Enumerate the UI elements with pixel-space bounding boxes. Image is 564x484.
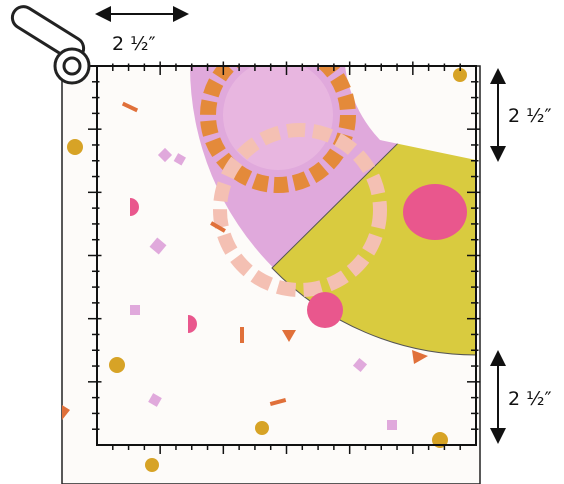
inner-curve <box>345 66 476 160</box>
fabric-print <box>62 66 476 472</box>
dimension-label: 2 ½″ <box>508 388 552 410</box>
dimension-label: 2 ½″ <box>508 105 552 127</box>
ruler <box>70 61 481 454</box>
dimension-label: 2 ½″ <box>112 33 156 55</box>
dimension-arrows <box>95 6 506 444</box>
pin-icon <box>10 5 91 85</box>
